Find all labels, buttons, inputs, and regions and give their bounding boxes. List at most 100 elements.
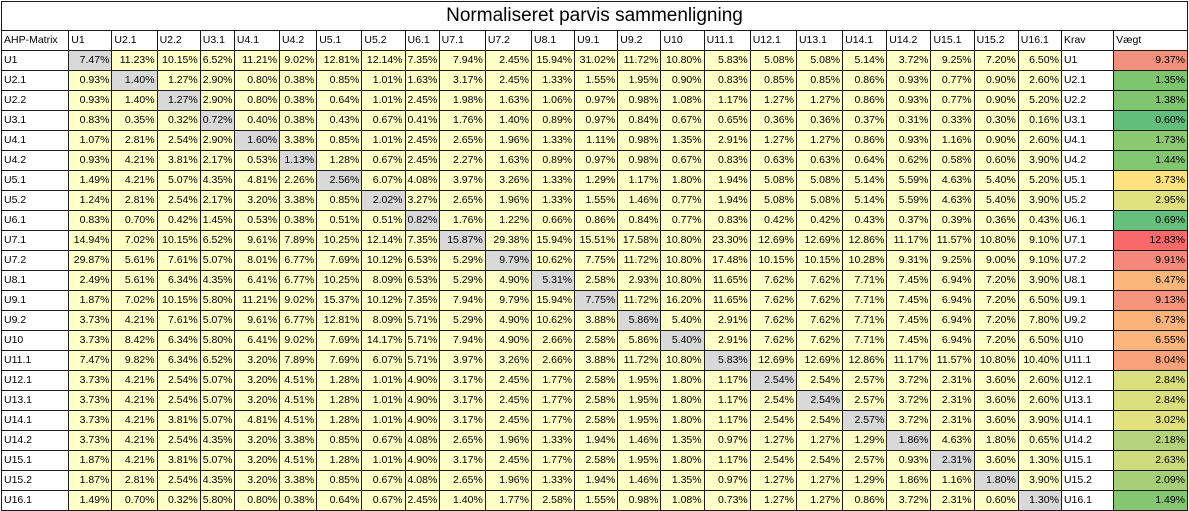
matrix-cell[interactable]: 1.17%	[703, 450, 751, 471]
column-header-vaegt[interactable]: Vægt	[1113, 30, 1188, 51]
column-header-U13-1[interactable]: U13.1	[795, 30, 844, 51]
diagonal-cell[interactable]: 1.13%	[279, 150, 318, 171]
matrix-cell[interactable]: 4.90%	[484, 270, 532, 291]
krav-cell[interactable]: U10	[1060, 330, 1115, 351]
matrix-cell[interactable]: 1.17%	[703, 390, 751, 411]
matrix-cell[interactable]: 3.38%	[279, 470, 318, 491]
matrix-cell[interactable]: 5.29%	[438, 270, 486, 291]
matrix-cell[interactable]: 6.77%	[279, 270, 318, 291]
vaegt-cell[interactable]: 2.63%	[1113, 450, 1188, 471]
matrix-cell[interactable]: 1.40%	[111, 90, 158, 111]
matrix-cell[interactable]: 9.61%	[233, 230, 281, 251]
matrix-cell[interactable]: 4.51%	[279, 370, 318, 391]
matrix-cell[interactable]: 0.97%	[574, 110, 619, 131]
matrix-cell[interactable]: 5.08%	[795, 190, 844, 211]
matrix-cell[interactable]: 2.58%	[574, 270, 619, 291]
matrix-cell[interactable]: 16.20%	[660, 290, 705, 311]
matrix-cell[interactable]: 0.85%	[316, 470, 363, 491]
matrix-cell[interactable]: 4.08%	[404, 170, 440, 191]
matrix-cell[interactable]: 1.08%	[660, 490, 705, 511]
matrix-cell[interactable]: 2.54%	[795, 410, 844, 431]
matrix-cell[interactable]: 1.07%	[68, 130, 113, 151]
matrix-cell[interactable]: 1.86%	[886, 470, 932, 491]
row-header[interactable]: U8.1	[0, 270, 70, 291]
matrix-cell[interactable]: 7.71%	[842, 270, 888, 291]
matrix-cell[interactable]: 7.45%	[886, 310, 932, 331]
matrix-cell[interactable]: 7.20%	[973, 310, 1019, 331]
matrix-cell[interactable]: 3.81%	[156, 150, 201, 171]
matrix-cell[interactable]: 7.69%	[316, 350, 363, 371]
matrix-cell[interactable]: 2.45%	[484, 450, 532, 471]
matrix-cell[interactable]: 0.97%	[574, 90, 619, 111]
krav-cell[interactable]: U7.1	[1060, 230, 1115, 251]
matrix-cell[interactable]: 4.35%	[199, 430, 235, 451]
matrix-cell[interactable]: 7.20%	[973, 50, 1019, 71]
matrix-cell[interactable]: 2.31%	[930, 370, 975, 391]
matrix-cell[interactable]: 1.27%	[749, 490, 797, 511]
vaegt-cell[interactable]: 0.69%	[1113, 210, 1188, 231]
matrix-cell[interactable]: 6.41%	[233, 330, 281, 351]
matrix-cell[interactable]: 0.60%	[973, 150, 1019, 171]
matrix-cell[interactable]: 8.42%	[111, 330, 158, 351]
matrix-cell[interactable]: 3.88%	[574, 350, 619, 371]
krav-cell[interactable]: U15.2	[1060, 470, 1115, 491]
matrix-cell[interactable]: 0.86%	[574, 210, 619, 231]
matrix-cell[interactable]: 2.65%	[438, 470, 486, 491]
matrix-cell[interactable]: 4.81%	[233, 170, 281, 191]
krav-cell[interactable]: U5.2	[1060, 190, 1115, 211]
matrix-cell[interactable]: 0.67%	[660, 110, 705, 131]
matrix-cell[interactable]: 17.48%	[703, 250, 751, 271]
vaegt-cell[interactable]: 6.47%	[1113, 270, 1188, 291]
matrix-cell[interactable]: 7.62%	[795, 330, 844, 351]
vaegt-cell[interactable]: 2.95%	[1113, 190, 1188, 211]
matrix-cell[interactable]: 1.17%	[703, 90, 751, 111]
diagonal-cell[interactable]: 1.80%	[973, 470, 1019, 491]
matrix-cell[interactable]: 9.10%	[1017, 230, 1062, 251]
matrix-cell[interactable]: 1.16%	[930, 130, 975, 151]
matrix-cell[interactable]: 1.95%	[617, 70, 662, 91]
matrix-cell[interactable]: 2.45%	[404, 90, 440, 111]
diagonal-cell[interactable]: 5.40%	[660, 330, 705, 351]
matrix-cell[interactable]: 1.87%	[68, 470, 113, 491]
krav-cell[interactable]: U14.2	[1060, 430, 1115, 451]
krav-cell[interactable]: U12.1	[1060, 370, 1115, 391]
matrix-cell[interactable]: 1.95%	[617, 390, 662, 411]
matrix-cell[interactable]: 0.58%	[930, 150, 975, 171]
matrix-cell[interactable]: 7.45%	[886, 330, 932, 351]
matrix-cell[interactable]: 1.17%	[703, 370, 751, 391]
matrix-cell[interactable]: 5.08%	[795, 170, 844, 191]
matrix-cell[interactable]: 3.81%	[156, 410, 201, 431]
matrix-cell[interactable]: 5.71%	[404, 330, 440, 351]
row-header[interactable]: U9.1	[0, 290, 70, 311]
matrix-cell[interactable]: 2.54%	[749, 390, 797, 411]
matrix-cell[interactable]: 0.93%	[886, 450, 932, 471]
row-header[interactable]: U1	[0, 50, 70, 71]
column-header-U6-1[interactable]: U6.1	[404, 30, 440, 51]
krav-cell[interactable]: U11.1	[1060, 350, 1115, 371]
matrix-cell[interactable]: 2.58%	[574, 410, 619, 431]
matrix-cell[interactable]: 4.90%	[484, 330, 532, 351]
matrix-cell[interactable]: 1.29%	[842, 430, 888, 451]
row-header[interactable]: U5.1	[0, 170, 70, 191]
matrix-cell[interactable]: 2.54%	[795, 450, 844, 471]
matrix-cell[interactable]: 1.80%	[973, 430, 1019, 451]
column-header-U5-2[interactable]: U5.2	[361, 30, 406, 51]
matrix-cell[interactable]: 5.80%	[199, 290, 235, 311]
matrix-cell[interactable]: 2.27%	[438, 150, 486, 171]
matrix-cell[interactable]: 12.69%	[795, 350, 844, 371]
matrix-cell[interactable]: 0.98%	[617, 150, 662, 171]
matrix-cell[interactable]: 2.90%	[199, 130, 235, 151]
matrix-cell[interactable]: 29.38%	[484, 230, 532, 251]
matrix-cell[interactable]: 1.11%	[574, 130, 619, 151]
column-header-U5-1[interactable]: U5.1	[316, 30, 363, 51]
matrix-cell[interactable]: 1.77%	[484, 490, 532, 511]
matrix-cell[interactable]: 0.41%	[404, 110, 440, 131]
matrix-cell[interactable]: 7.20%	[973, 270, 1019, 291]
matrix-cell[interactable]: 3.73%	[68, 370, 113, 391]
matrix-cell[interactable]: 2.17%	[199, 190, 235, 211]
matrix-cell[interactable]: 10.15%	[795, 250, 844, 271]
vaegt-cell[interactable]: 1.44%	[1113, 150, 1188, 171]
krav-cell[interactable]: U7.2	[1060, 250, 1115, 271]
matrix-cell[interactable]: 5.83%	[703, 50, 751, 71]
matrix-cell[interactable]: 7.02%	[111, 290, 158, 311]
